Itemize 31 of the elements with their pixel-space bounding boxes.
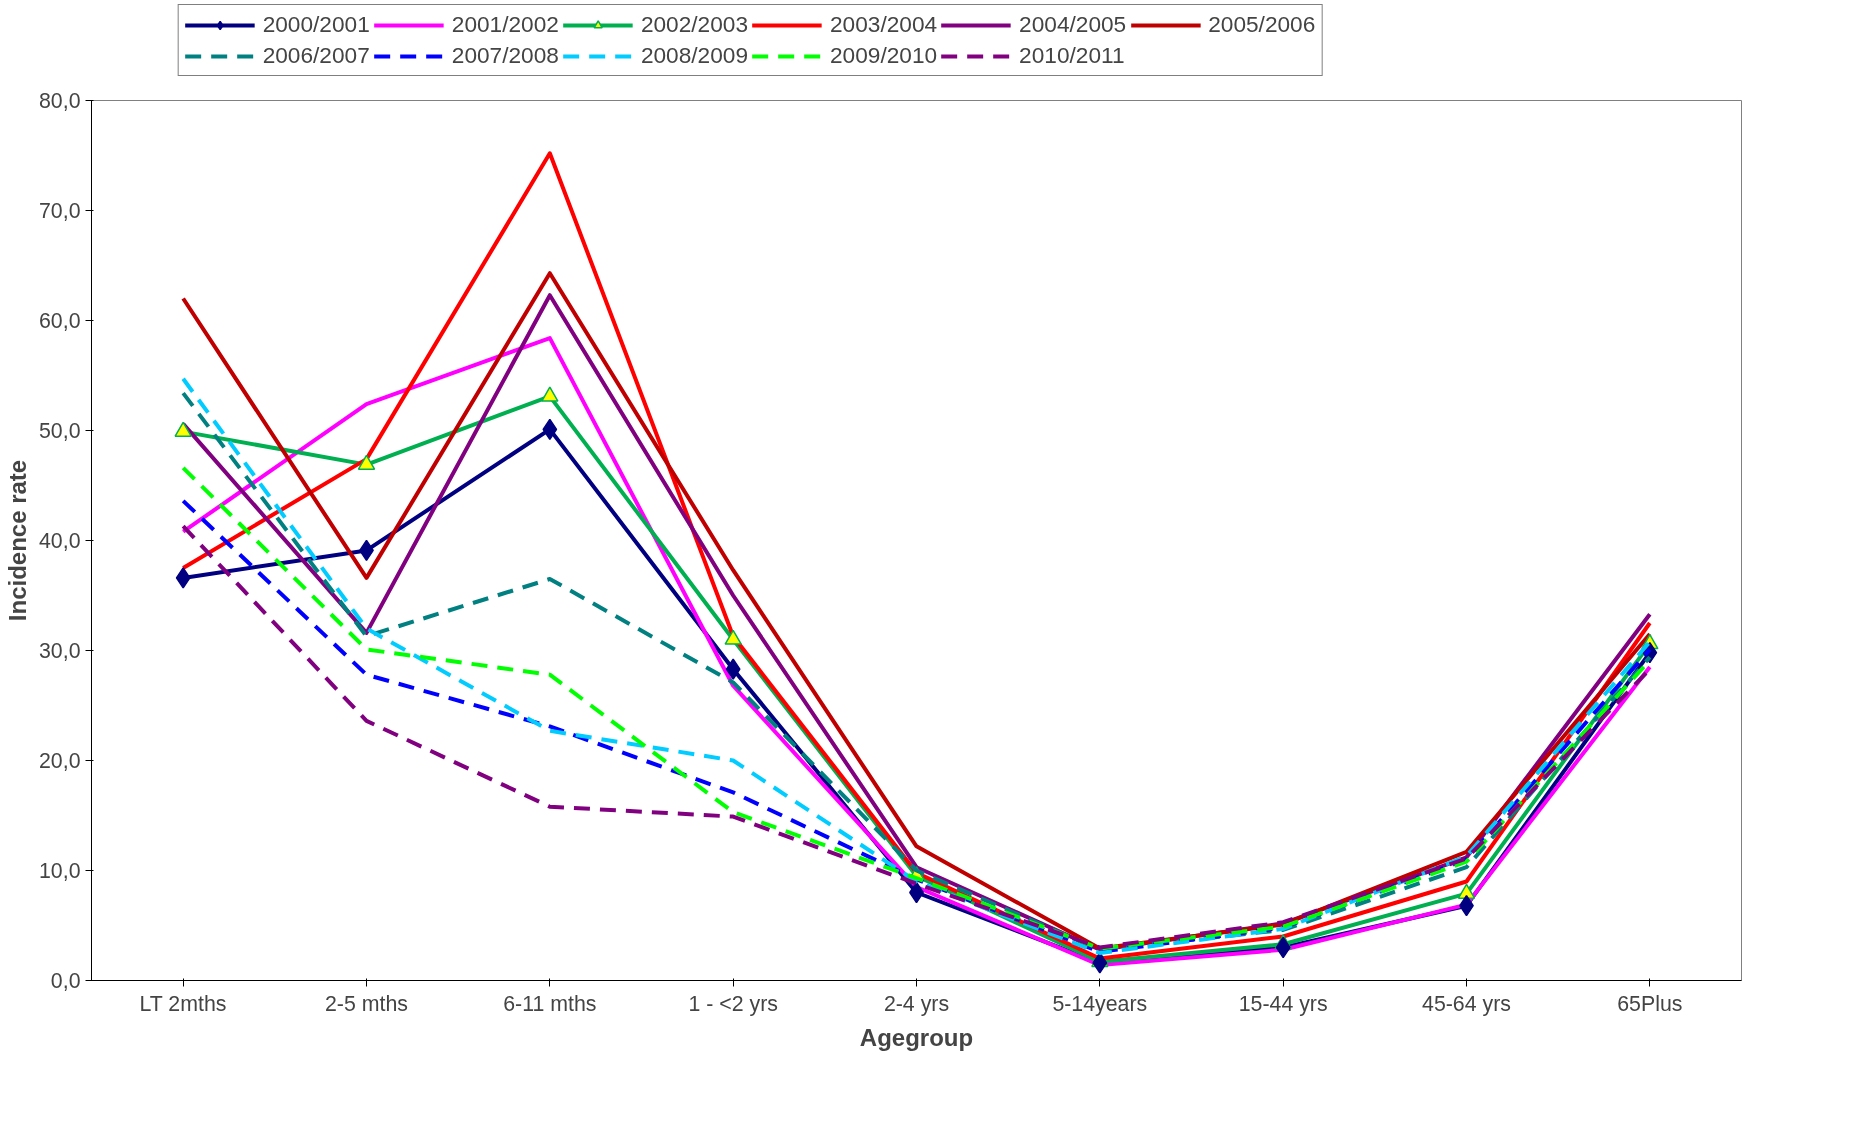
legend-label: 2000/2001 xyxy=(262,11,370,38)
y-tick-label: 30,0 xyxy=(38,639,81,663)
legend-label: 2009/2010 xyxy=(830,42,938,69)
legend-label: 2005/2006 xyxy=(1208,11,1316,38)
legend-label: 2001/2002 xyxy=(451,11,559,38)
x-tick-label: 2-5 mths xyxy=(325,991,408,1016)
legend-label: 2008/2009 xyxy=(640,42,748,69)
x-tick-label: 2-4 yrs xyxy=(883,991,950,1016)
legend-label: 2003/2004 xyxy=(830,11,938,38)
x-tick-label: 5-14years xyxy=(1052,991,1148,1016)
y-tick-label: 0,0 xyxy=(50,969,81,993)
legend-label: 2010/2011 xyxy=(1019,42,1125,69)
y-tick-label: 10,0 xyxy=(38,859,81,883)
legend-label: 2002/2003 xyxy=(640,11,748,38)
x-tick-label: 15-44 yrs xyxy=(1238,991,1328,1016)
y-axis-title: Incidence rate xyxy=(3,459,31,622)
x-tick-label: 1 - <2 yrs xyxy=(688,991,778,1016)
x-tick-label: 65Plus xyxy=(1617,991,1683,1016)
y-tick-label: 20,0 xyxy=(38,749,81,773)
legend-label: 2006/2007 xyxy=(262,42,370,69)
y-tick-label: 60,0 xyxy=(38,309,81,333)
x-tick-label: 45-64 yrs xyxy=(1422,991,1511,1016)
legend-label: 2004/2005 xyxy=(1019,11,1127,38)
y-tick-label: 70,0 xyxy=(38,199,81,223)
x-tick-label: LT 2mths xyxy=(139,991,227,1016)
y-tick-label: 40,0 xyxy=(38,529,81,553)
legend-label: 2007/2008 xyxy=(451,42,559,69)
y-tick-label: 80,0 xyxy=(38,89,81,113)
x-tick-label: 6-11 mths xyxy=(503,991,597,1016)
y-tick-label: 50,0 xyxy=(38,419,81,443)
x-axis-title: Agegroup xyxy=(859,1023,974,1051)
